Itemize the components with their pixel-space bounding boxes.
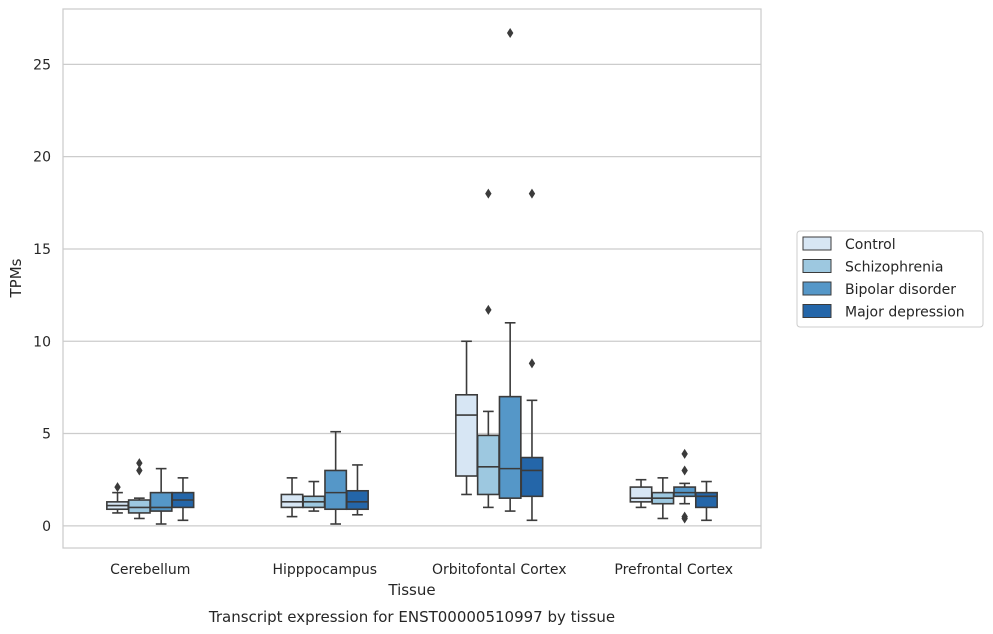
legend-label: Control [845,237,896,253]
outlier-point [681,465,688,476]
legend-swatch [802,304,832,318]
plot-frame [62,8,762,549]
y-tick-label: 10 [33,334,51,350]
box-iqr [345,489,369,511]
outlier-point [114,482,121,493]
legend-item-control: Control [802,236,896,253]
legend-item-major-depression: Major depression [802,304,965,321]
box-iqr [694,491,718,509]
legend-item-bipolar-disorder: Bipolar disorder [802,281,956,298]
box-iqr [149,491,173,512]
outlier-point [506,27,514,38]
legend-label: Bipolar disorder [845,282,956,298]
x-tick-label: Orbitofontal Cortex [432,562,567,578]
box-iqr [673,486,697,498]
box-iqr [498,395,522,499]
x-tick-label: Cerebellum [110,562,190,578]
y-tick-labels: 0 5 10 15 20 25 [33,57,51,534]
y-tick-label: 25 [33,57,51,73]
box-control-hipppocampus [280,477,304,518]
chart-title: Transcript expression for ENST0000051099… [208,608,615,626]
box-schizophrenia-cerebellum [127,458,151,520]
box-bipolar-disorder-orbitofontal-cortex [498,27,522,512]
box-major-depression-cerebellum [171,477,195,522]
outlier-point [528,358,536,369]
box-major-depression-orbitofontal-cortex [520,188,544,522]
outlier-point [136,458,143,469]
legend-swatch [802,281,832,296]
y-tick-label: 20 [33,150,51,166]
box-control-orbitofontal-cortex [455,340,479,496]
legend-swatch [802,259,832,273]
y-tick-label: 5 [42,427,51,443]
outlier-point [681,511,688,522]
x-axis-title: Tissue [387,581,435,599]
outlier-point [681,448,688,459]
plot-area [63,9,761,548]
outlier-point [485,188,492,199]
box-iqr [324,469,348,511]
gridlines [63,63,761,527]
box-iqr [127,499,151,514]
box-schizophrenia-prefrontal-cortex [651,477,675,520]
box-iqr [520,456,544,498]
box-control-cerebellum [106,482,130,514]
x-tick-label: Hipppocampus [272,562,377,578]
box-iqr [476,434,500,496]
box-iqr [280,493,304,509]
legend-label: Schizophrenia [845,260,943,276]
legend-label: Major depression [845,305,965,321]
legend-swatch [802,236,832,251]
y-axis-title: TPMs [7,258,25,298]
box-major-depression-hipppocampus [345,464,369,516]
outlier-point [485,304,492,315]
y-tick-label: 0 [42,519,51,535]
legend-frame [796,230,984,328]
box-bipolar-disorder-hipppocampus [324,430,348,525]
box-bipolar-disorder-prefrontal-cortex [673,448,697,524]
outlier-point [136,465,143,476]
outlier-point [528,188,536,199]
legend: Control Schizophrenia Bipolar disorder Majo… [796,230,984,328]
x-tick-labels: Cerebellum Hipppocampus Orbitofontal Corte… [110,562,733,578]
legend-item-schizophrenia: Schizophrenia [802,259,943,276]
box-major-depression-prefrontal-cortex [694,480,718,522]
x-tick-label: Prefrontal Cortex [614,562,733,578]
box-iqr [455,393,479,477]
y-tick-label: 15 [33,242,51,258]
box-iqr [629,486,653,503]
boxes-layer [106,27,718,525]
